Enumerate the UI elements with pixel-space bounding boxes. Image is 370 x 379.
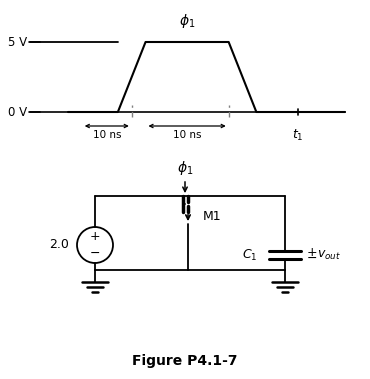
Text: $t_1$: $t_1$ (292, 127, 304, 143)
Text: $C_1$: $C_1$ (242, 247, 257, 263)
Text: 2.0: 2.0 (49, 238, 69, 252)
Text: $v_{out}$: $v_{out}$ (317, 249, 341, 262)
Text: M1: M1 (203, 210, 222, 224)
Text: $\phi_1$: $\phi_1$ (177, 159, 193, 177)
Text: $\phi_1$: $\phi_1$ (179, 12, 195, 30)
Text: 0 V: 0 V (8, 105, 27, 119)
Text: Figure P4.1-7: Figure P4.1-7 (132, 354, 238, 368)
Text: −: − (90, 246, 100, 260)
Text: 5 V: 5 V (8, 36, 27, 49)
Text: +: + (90, 230, 100, 243)
Text: −: − (307, 252, 317, 265)
Text: +: + (307, 246, 317, 258)
Text: 10 ns: 10 ns (173, 130, 201, 140)
Text: 10 ns: 10 ns (92, 130, 121, 140)
